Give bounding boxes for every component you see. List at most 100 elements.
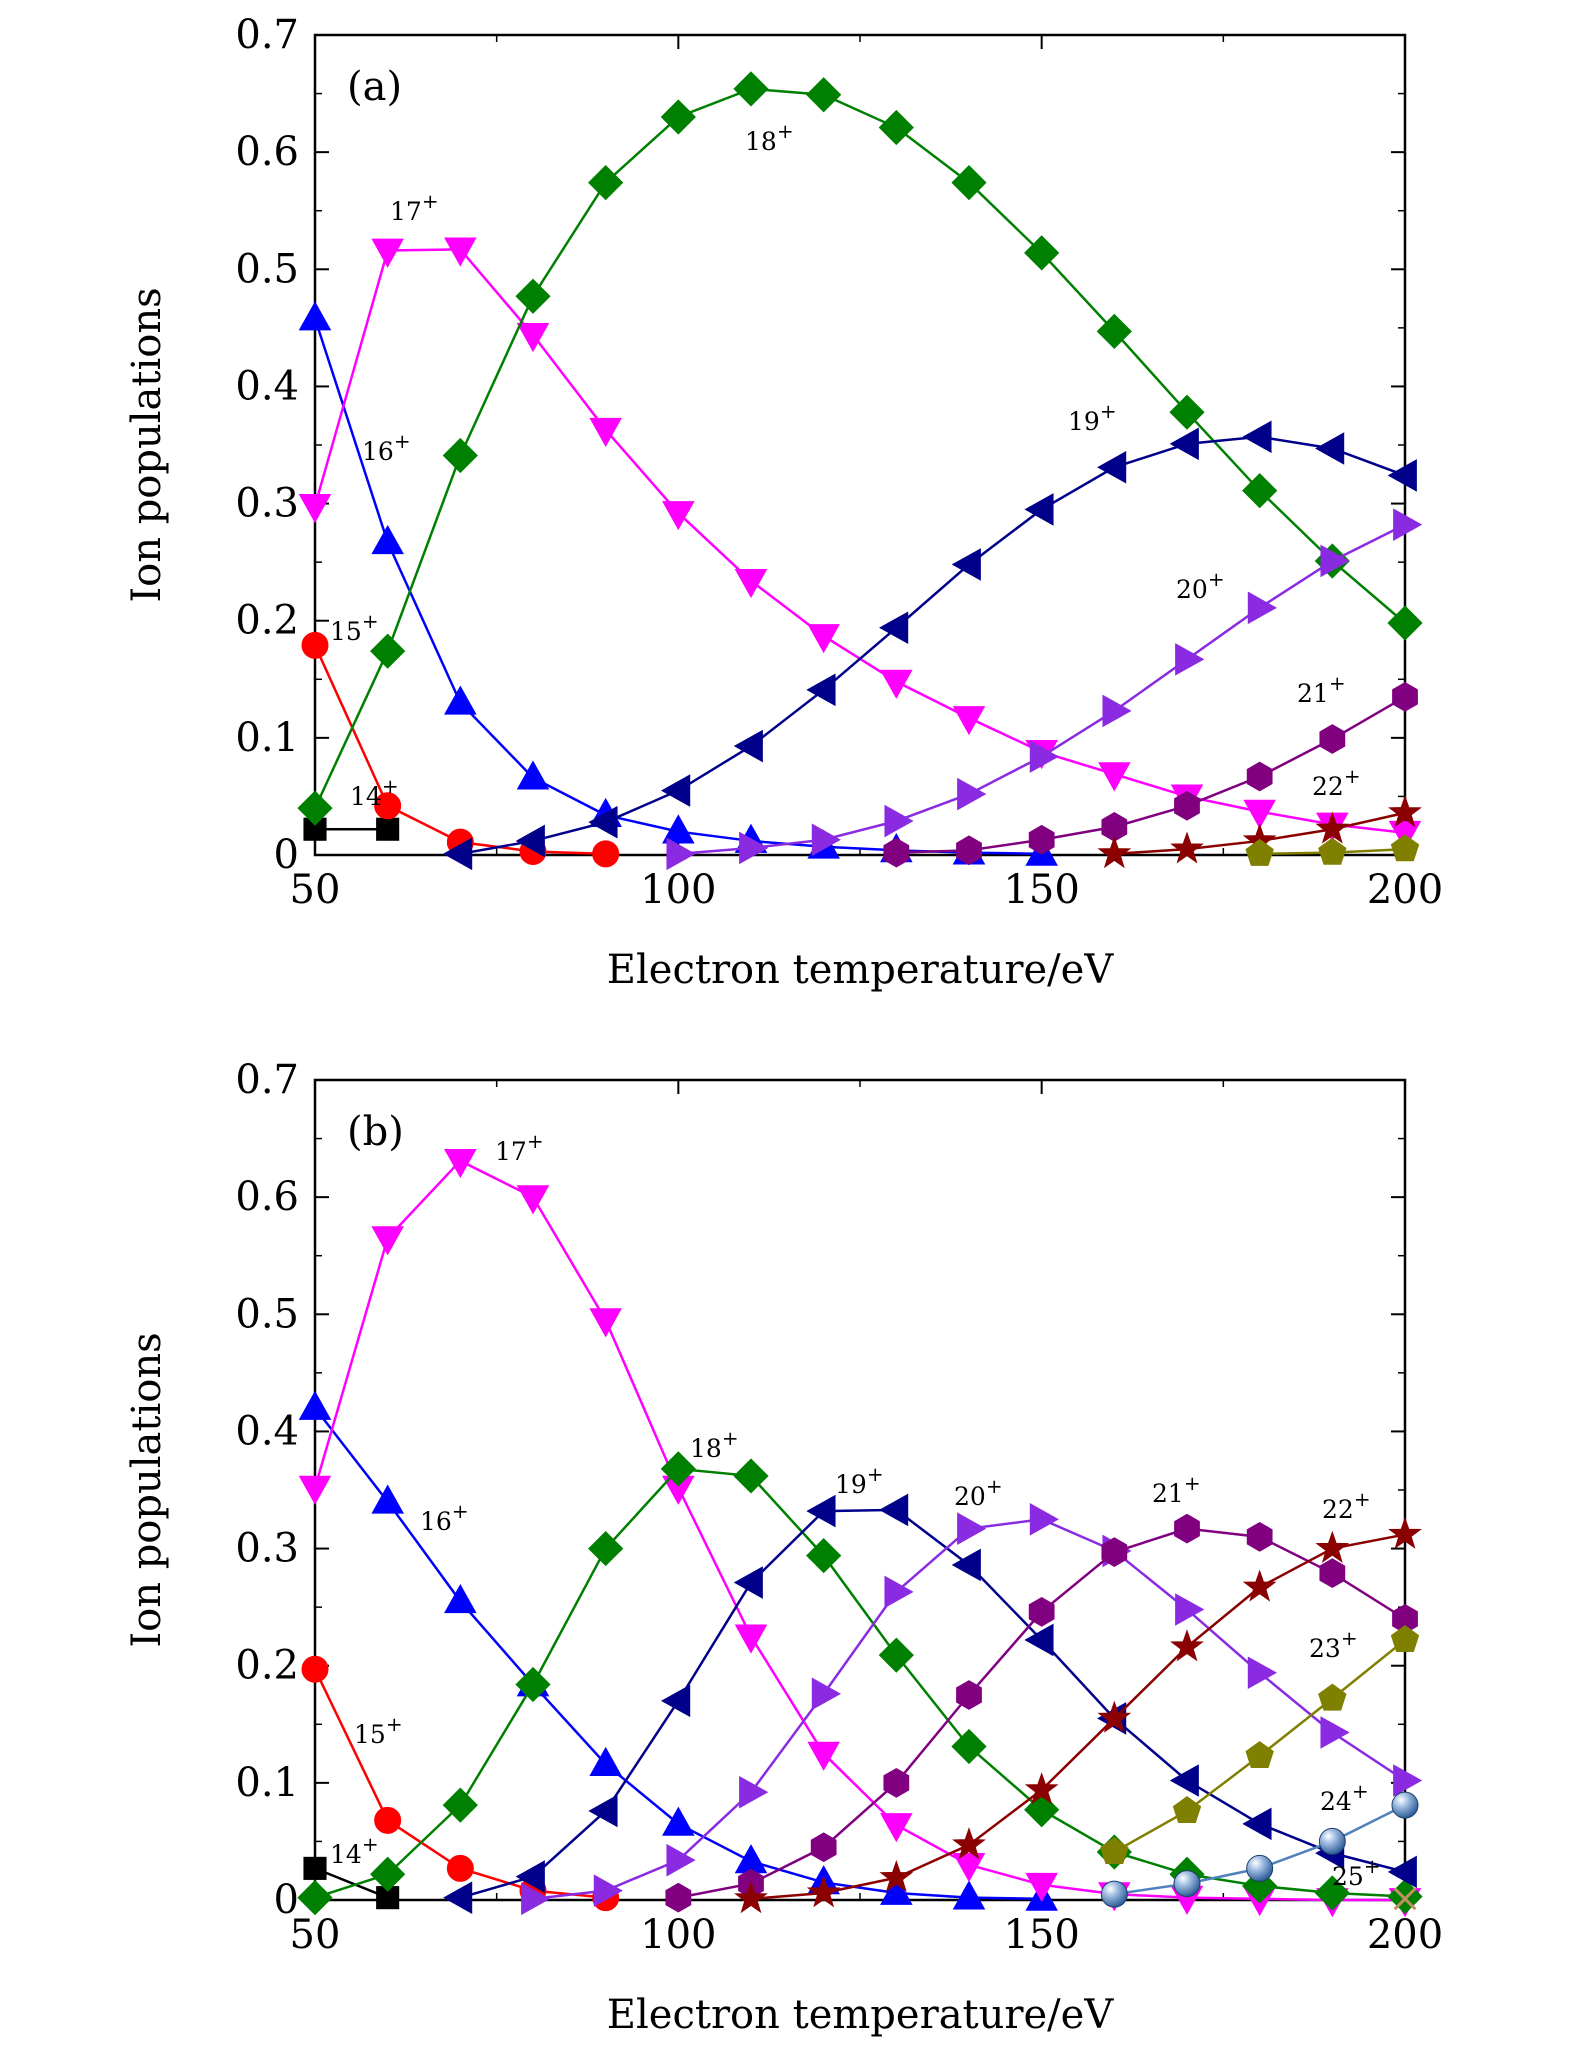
data-point	[589, 1308, 622, 1338]
series-21+	[883, 681, 1418, 868]
data-point	[1245, 1740, 1274, 1768]
data-point	[733, 1566, 763, 1599]
data-point	[1100, 1837, 1129, 1865]
data-point	[442, 437, 478, 474]
data-point	[662, 1806, 695, 1836]
series-15+	[301, 1655, 620, 1912]
series-line	[313, 1159, 1405, 1902]
data-point	[1393, 508, 1423, 541]
data-point	[1319, 1558, 1346, 1589]
data-point	[374, 792, 402, 820]
data-point	[661, 774, 691, 807]
data-point	[806, 77, 842, 113]
data-point	[1097, 450, 1127, 484]
series-line	[678, 523, 1406, 856]
x-tick-label: 150	[1003, 867, 1079, 913]
data-point	[957, 1512, 987, 1545]
data-point	[1097, 836, 1132, 869]
series-label: 22+	[1312, 764, 1361, 801]
data-point	[1315, 811, 1350, 844]
series-18+	[297, 71, 1423, 826]
series-line	[459, 1508, 1406, 1899]
data-point	[880, 1813, 913, 1843]
x-tick-label: 200	[1367, 867, 1443, 913]
y-tick-label: 0.4	[235, 1408, 299, 1454]
data-point	[1169, 1764, 1199, 1797]
data-point	[446, 1854, 474, 1882]
series-line	[313, 87, 1406, 809]
data-point	[1390, 1625, 1420, 1653]
data-point	[1391, 1791, 1419, 1819]
data-point	[1172, 1796, 1202, 1824]
series-24+	[1100, 1791, 1419, 1908]
data-point	[733, 71, 769, 107]
data-point	[883, 837, 910, 868]
data-point	[516, 323, 550, 353]
data-point	[298, 1390, 332, 1420]
data-point	[1169, 427, 1199, 461]
data-point	[1024, 1792, 1060, 1828]
data-point	[811, 823, 841, 857]
data-point	[952, 1880, 986, 1910]
data-point	[443, 1881, 473, 1914]
y-tick-label: 0.1	[235, 715, 299, 761]
data-point	[662, 814, 695, 844]
series-21+	[665, 1513, 1418, 1913]
y-tick-label: 0	[274, 832, 299, 878]
series-line	[313, 248, 1406, 834]
series-line	[314, 1467, 1406, 1899]
data-point	[588, 1530, 624, 1567]
data-point	[806, 673, 836, 707]
series-line	[678, 1527, 1406, 1899]
data-point	[810, 1832, 837, 1863]
data-point	[1390, 834, 1420, 862]
series-label: 19+	[835, 1462, 884, 1499]
data-point	[1245, 838, 1274, 866]
data-point	[444, 237, 477, 267]
series-label: 16+	[420, 1499, 469, 1536]
y-tick-label: 0.5	[235, 246, 299, 292]
data-point	[880, 669, 913, 699]
series-line	[750, 1533, 1406, 1901]
data-point	[371, 524, 404, 555]
data-point	[593, 1874, 623, 1907]
data-point	[370, 633, 406, 669]
series-23+	[1100, 1625, 1420, 1865]
data-point	[951, 164, 987, 201]
data-point	[1314, 1875, 1350, 1911]
series-label: 17+	[390, 189, 439, 226]
data-point	[1246, 761, 1273, 792]
data-point	[301, 1655, 329, 1683]
y-tick-label: 0.5	[235, 1291, 299, 1337]
data-point	[878, 1637, 914, 1673]
data-point	[662, 501, 695, 531]
data-point	[515, 1666, 551, 1703]
data-point	[443, 837, 473, 871]
data-point	[734, 1844, 768, 1874]
data-point	[1247, 1656, 1277, 1690]
data-point	[1315, 432, 1345, 465]
data-point	[444, 1584, 477, 1614]
data-point	[734, 569, 768, 599]
data-point	[298, 301, 332, 331]
x-tick-label: 150	[1003, 1912, 1079, 1958]
data-point	[1024, 1623, 1054, 1657]
data-point	[298, 1475, 332, 1505]
data-point	[956, 835, 982, 866]
data-point	[1388, 1516, 1422, 1549]
data-point	[739, 1775, 769, 1809]
data-point	[1174, 1513, 1200, 1544]
data-point	[1170, 1629, 1204, 1662]
data-point	[884, 804, 914, 838]
data-point	[952, 706, 986, 736]
data-point	[1025, 1872, 1058, 1903]
data-point	[666, 1843, 696, 1877]
data-point	[1175, 643, 1205, 676]
data-point	[1173, 1870, 1201, 1898]
y-tick-label: 0.6	[235, 1174, 299, 1220]
x-axis-title: Electron temperature/eV	[607, 1992, 1115, 2038]
data-point	[880, 1875, 913, 1905]
y-tick-labels: 0 0.1 0.2 0.3 0.4 0.5 0.6 0.7	[235, 1057, 299, 1923]
data-point	[588, 164, 624, 201]
